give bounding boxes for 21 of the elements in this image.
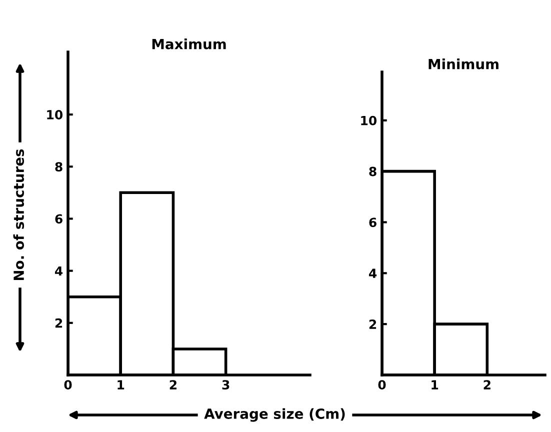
y-tick-label: 6 bbox=[55, 214, 62, 224]
y-tick-label: 8 bbox=[55, 162, 62, 172]
x-tick-label: 1 bbox=[118, 380, 124, 390]
y-tick-label: 2 bbox=[369, 320, 376, 329]
x-axis-title: Average size (Cm) bbox=[204, 408, 345, 422]
y-axis-title: No. of structures bbox=[13, 149, 24, 280]
x-tick-label: 0 bbox=[378, 380, 386, 390]
y-tick-label: 4 bbox=[369, 268, 377, 278]
y-tick-label: 8 bbox=[369, 166, 376, 176]
chart-title: Maximum bbox=[152, 38, 226, 50]
y-tick-label: 2 bbox=[55, 318, 62, 328]
x-tick-label: 3 bbox=[222, 380, 230, 390]
chart-title: Minimum bbox=[428, 58, 498, 70]
x-tick-label: 0 bbox=[64, 380, 72, 390]
x-tick-label: 2 bbox=[170, 380, 176, 390]
y-tick-label: 10 bbox=[361, 116, 377, 126]
y-tick-label: 4 bbox=[55, 266, 63, 276]
y-tick-label: 10 bbox=[47, 110, 63, 120]
x-tick-label: 1 bbox=[432, 380, 438, 390]
y-tick-label: 6 bbox=[369, 218, 376, 228]
x-tick-label: 2 bbox=[484, 380, 490, 390]
